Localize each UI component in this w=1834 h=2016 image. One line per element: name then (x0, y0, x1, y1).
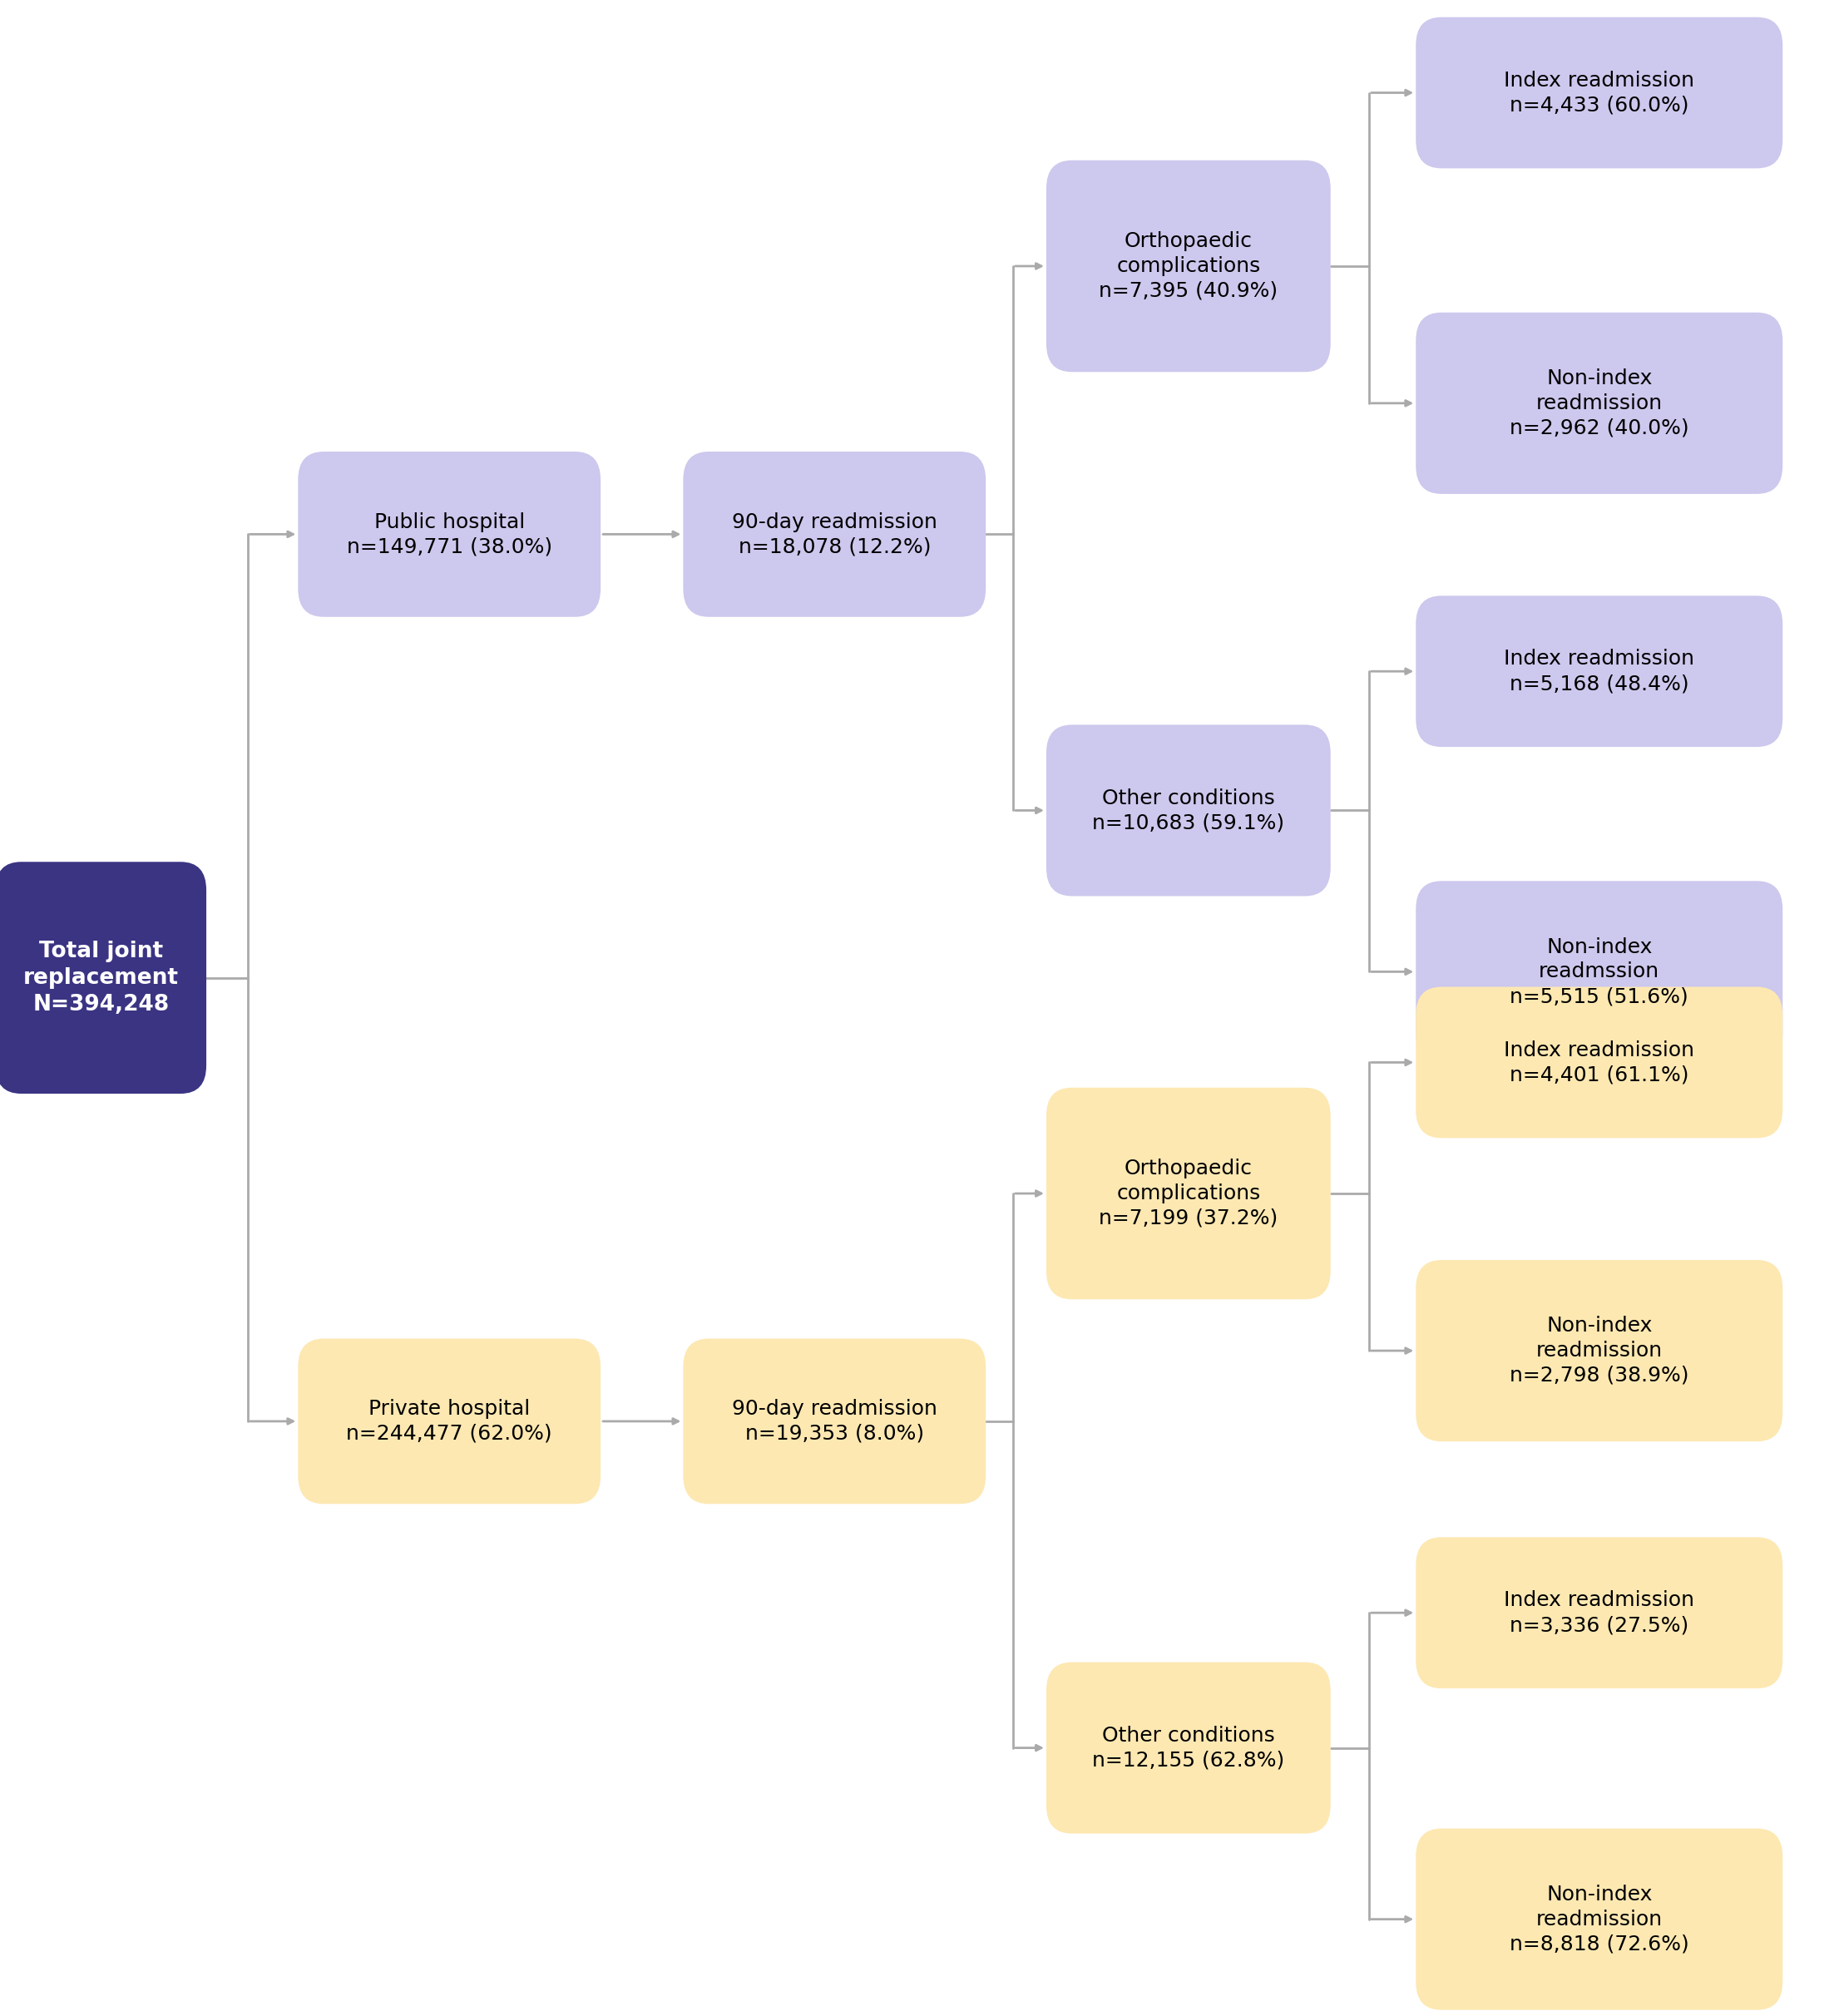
Text: Index readmission
n=5,168 (48.4%): Index readmission n=5,168 (48.4%) (1504, 649, 1695, 694)
FancyBboxPatch shape (1416, 18, 1783, 169)
Text: Other conditions
n=12,155 (62.8%): Other conditions n=12,155 (62.8%) (1093, 1726, 1284, 1770)
Text: Public hospital
n=149,771 (38.0%): Public hospital n=149,771 (38.0%) (347, 512, 552, 556)
Text: Non-index
readmssion
n=5,515 (51.6%): Non-index readmssion n=5,515 (51.6%) (1509, 937, 1689, 1006)
FancyBboxPatch shape (1416, 881, 1783, 1062)
Text: Orthopaedic
complications
n=7,199 (37.2%): Orthopaedic complications n=7,199 (37.2%… (1099, 1159, 1278, 1228)
FancyBboxPatch shape (0, 863, 205, 1093)
FancyBboxPatch shape (1047, 726, 1331, 895)
FancyBboxPatch shape (1047, 1661, 1331, 1835)
Text: 90-day readmission
n=18,078 (12.2%): 90-day readmission n=18,078 (12.2%) (732, 512, 937, 556)
Text: Non-index
readmission
n=2,798 (38.9%): Non-index readmission n=2,798 (38.9%) (1509, 1316, 1689, 1385)
Text: Index readmission
n=3,336 (27.5%): Index readmission n=3,336 (27.5%) (1504, 1591, 1695, 1635)
FancyBboxPatch shape (1416, 312, 1783, 494)
FancyBboxPatch shape (1416, 1829, 1783, 2010)
FancyBboxPatch shape (297, 452, 602, 617)
Text: 90-day readmission
n=19,353 (8.0%): 90-day readmission n=19,353 (8.0%) (732, 1399, 937, 1443)
FancyBboxPatch shape (1416, 1260, 1783, 1441)
Text: Index readmission
n=4,401 (61.1%): Index readmission n=4,401 (61.1%) (1504, 1040, 1695, 1085)
FancyBboxPatch shape (1047, 161, 1331, 371)
Text: Other conditions
n=10,683 (59.1%): Other conditions n=10,683 (59.1%) (1093, 788, 1284, 833)
Text: Index readmission
n=4,433 (60.0%): Index readmission n=4,433 (60.0%) (1504, 71, 1695, 115)
Text: Non-index
readmission
n=8,818 (72.6%): Non-index readmission n=8,818 (72.6%) (1509, 1885, 1689, 1954)
FancyBboxPatch shape (1416, 597, 1783, 746)
FancyBboxPatch shape (1416, 988, 1783, 1137)
FancyBboxPatch shape (1047, 1089, 1331, 1300)
FancyBboxPatch shape (1416, 1538, 1783, 1689)
Text: Total joint
replacement
N=394,248: Total joint replacement N=394,248 (24, 939, 178, 1016)
FancyBboxPatch shape (682, 1339, 987, 1504)
FancyBboxPatch shape (297, 1339, 602, 1504)
FancyBboxPatch shape (682, 452, 987, 617)
Text: Private hospital
n=244,477 (62.0%): Private hospital n=244,477 (62.0%) (347, 1399, 552, 1443)
Text: Orthopaedic
complications
n=7,395 (40.9%): Orthopaedic complications n=7,395 (40.9%… (1099, 232, 1278, 300)
Text: Non-index
readmission
n=2,962 (40.0%): Non-index readmission n=2,962 (40.0%) (1509, 369, 1689, 437)
